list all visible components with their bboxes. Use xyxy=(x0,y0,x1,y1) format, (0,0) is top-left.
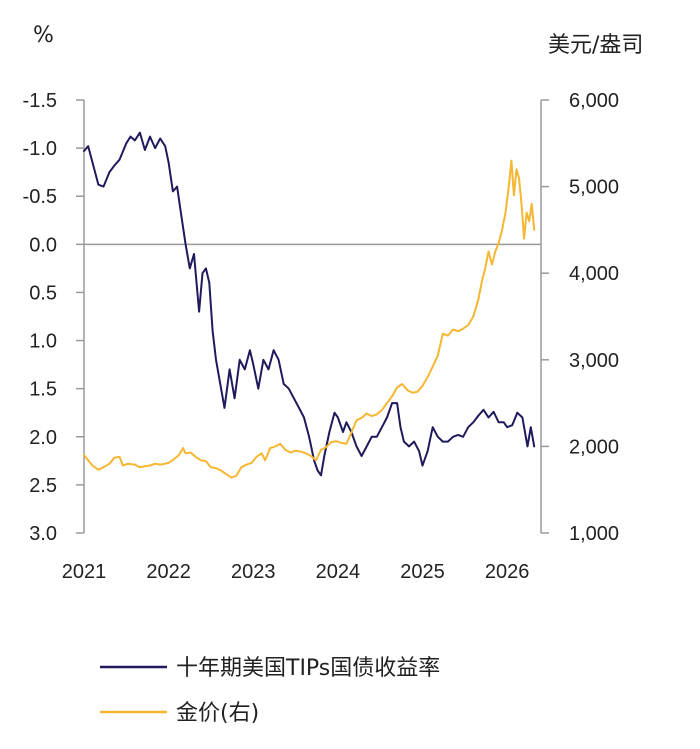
x-tick-label: 2023 xyxy=(231,561,276,583)
series-lines xyxy=(83,131,536,479)
right-tick-label: 1,000 xyxy=(569,523,619,545)
x-tick-label: 2025 xyxy=(400,561,445,583)
right-axis-tick-labels: 6,000 5,000 4,000 3,000 2,000 1,000 xyxy=(569,90,619,545)
right-tick-label: 5,000 xyxy=(569,177,619,199)
series-line-tips-yield xyxy=(83,131,536,477)
series-line-gold-price xyxy=(83,159,536,479)
right-axis-unit: 美元/盎司 xyxy=(548,33,643,58)
x-tick-label: 2026 xyxy=(485,561,530,583)
right-tick-label: 4,000 xyxy=(569,263,619,285)
left-tick-label: 0.0 xyxy=(29,234,57,256)
left-tick-label: -1.0 xyxy=(23,138,57,160)
right-tick-label: 3,000 xyxy=(569,350,619,372)
legend: 十年期美国TIPs国债收益率 金价(右) xyxy=(100,656,440,726)
left-tick-label: -1.5 xyxy=(23,90,57,112)
left-tick-label: 2.0 xyxy=(29,427,57,449)
right-tick-label: 2,000 xyxy=(569,436,619,458)
legend-label-tips: 十年期美国TIPs国债收益率 xyxy=(176,656,440,681)
left-tick-label: 0.5 xyxy=(29,282,57,304)
x-tick-label: 2021 xyxy=(62,561,107,583)
x-axis-tick-labels: 2021 2022 2023 2024 2025 2026 xyxy=(62,561,530,583)
x-tick-label: 2022 xyxy=(146,561,191,583)
x-tick-label: 2024 xyxy=(316,561,361,583)
chart-axes xyxy=(76,99,549,534)
left-axis-tick-labels: -1.5 -1.0 -0.5 0.0 0.5 1.0 1.5 2.0 2.5 3.0 xyxy=(23,90,57,545)
legend-label-gold: 金价(右) xyxy=(176,701,259,726)
right-tick-label: 6,000 xyxy=(569,90,619,112)
left-axis-unit: % xyxy=(33,23,54,48)
left-tick-label: -0.5 xyxy=(23,186,57,208)
left-tick-label: 1.5 xyxy=(29,379,57,401)
left-tick-label: 3.0 xyxy=(29,523,57,545)
left-tick-label: 2.5 xyxy=(29,475,57,497)
left-tick-label: 1.0 xyxy=(29,331,57,353)
